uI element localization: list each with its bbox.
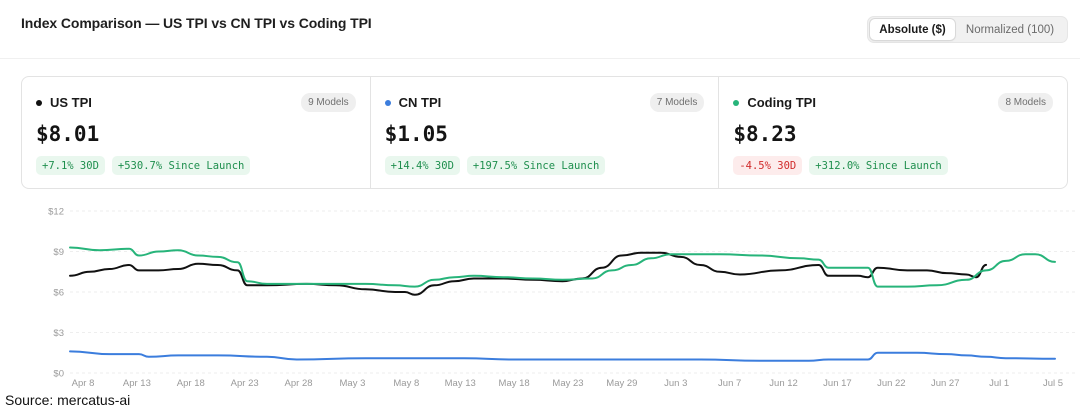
coding-tpi-series-line <box>69 246 1056 288</box>
x-tick-label: Jun 22 <box>877 378 906 389</box>
models-count-badge: 7 Models <box>649 93 705 112</box>
x-tick-label: May 18 <box>499 378 530 389</box>
card-name-label: Coding TPI <box>747 95 816 110</box>
card-name-label: US TPI <box>50 95 92 110</box>
x-tick-label: Jun 17 <box>823 378 852 389</box>
normalized-toggle-button[interactable]: Normalized (100) <box>965 23 1055 36</box>
cn-tpi-dot-icon <box>384 99 391 106</box>
y-tick-label: $0 <box>53 369 64 380</box>
x-tick-label: Jun 3 <box>664 378 687 389</box>
x-tick-label: Jun 27 <box>931 378 960 389</box>
x-tick-label: Apr 28 <box>285 378 313 389</box>
y-tick-label: $3 <box>53 328 64 339</box>
x-tick-label: May 29 <box>606 378 637 389</box>
line-chart-svg: $0 $3 $6 $9 $12 Apr 8 Apr 13 Apr 18 Apr 23 Apr 28… <box>48 207 1075 389</box>
change-since-launch-pill: +197.5% Since Launch <box>466 156 606 175</box>
coding-tpi-dot-icon <box>733 99 740 106</box>
x-tick-label: Jun 12 <box>769 378 798 389</box>
x-tick-label: Jun 7 <box>718 378 741 389</box>
change-pills: +14.4% 30D +197.5% Since Launch <box>384 156 606 175</box>
us-tpi-series-line <box>69 251 988 296</box>
x-tick-label: Jul 5 <box>1043 378 1063 389</box>
y-tick-label: $9 <box>53 247 64 258</box>
models-count-badge: 8 Models <box>998 93 1054 112</box>
card-us-tpi[interactable]: US TPI 9 Models $8.01 +7.1% 30D +530.7% … <box>22 77 371 188</box>
x-tick-label: May 23 <box>552 378 583 389</box>
card-title: US TPI <box>36 95 92 110</box>
change-since-launch-pill: +530.7% Since Launch <box>111 156 251 175</box>
x-tick-label: Apr 18 <box>177 378 205 389</box>
index-comparison-chart: $0 $3 $6 $9 $12 Apr 8 Apr 13 Apr 18 Apr 23 Apr 28… <box>0 198 1080 393</box>
x-tick-label: May 8 <box>393 378 419 389</box>
source-note: Source: mercatus-ai <box>5 392 131 408</box>
change-30d-pill: -4.5% 30D <box>733 156 803 175</box>
x-tick-label: Jul 1 <box>989 378 1009 389</box>
x-tick-label: Apr 13 <box>123 378 151 389</box>
x-tick-label: May 13 <box>445 378 476 389</box>
cn-tpi-series-line <box>69 350 1056 362</box>
change-since-launch-pill: +312.0% Since Launch <box>809 156 948 175</box>
y-tick-label: $6 <box>53 288 64 299</box>
card-name-label: CN TPI <box>398 95 442 110</box>
header-divider <box>0 58 1080 59</box>
y-tick-label: $12 <box>48 207 64 218</box>
index-price: $8.23 <box>733 122 797 146</box>
models-count-badge: 9 Models <box>301 93 356 112</box>
card-title: Coding TPI <box>733 95 816 110</box>
x-tick-label: Apr 23 <box>231 378 259 389</box>
view-mode-toggle: Absolute ($) Normalized (100) <box>867 16 1068 43</box>
page-title: Index Comparison — US TPI vs CN TPI vs C… <box>21 15 372 31</box>
index-price: $1.05 <box>384 122 448 146</box>
card-title: CN TPI <box>384 95 442 110</box>
change-pills: +7.1% 30D +530.7% Since Launch <box>36 156 251 175</box>
index-price: $8.01 <box>36 122 100 146</box>
change-30d-pill: +14.4% 30D <box>384 156 460 175</box>
card-coding-tpi[interactable]: Coding TPI 8 Models $8.23 -4.5% 30D +312… <box>719 77 1067 188</box>
index-summary-cards: US TPI 9 Models $8.01 +7.1% 30D +530.7% … <box>21 76 1068 189</box>
card-cn-tpi[interactable]: CN TPI 7 Models $1.05 +14.4% 30D +197.5%… <box>371 77 720 188</box>
absolute-toggle-button[interactable]: Absolute ($) <box>870 19 955 40</box>
us-tpi-dot-icon <box>36 99 42 106</box>
x-tick-label: Apr 8 <box>72 378 95 389</box>
x-tick-label: May 3 <box>340 378 366 389</box>
change-30d-pill: +7.1% 30D <box>36 156 105 175</box>
change-pills: -4.5% 30D +312.0% Since Launch <box>733 156 948 175</box>
